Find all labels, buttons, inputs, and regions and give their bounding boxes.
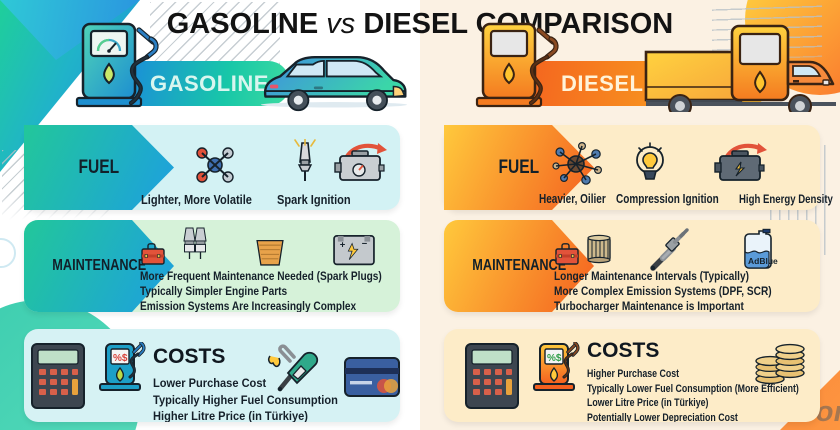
svg-text:%$: %$	[113, 353, 128, 364]
svg-text:AdBlue: AdBlue	[748, 256, 778, 266]
svg-text:+: +	[340, 239, 346, 250]
svg-text:%$: %$	[547, 353, 562, 364]
svg-text:−: −	[362, 238, 368, 249]
